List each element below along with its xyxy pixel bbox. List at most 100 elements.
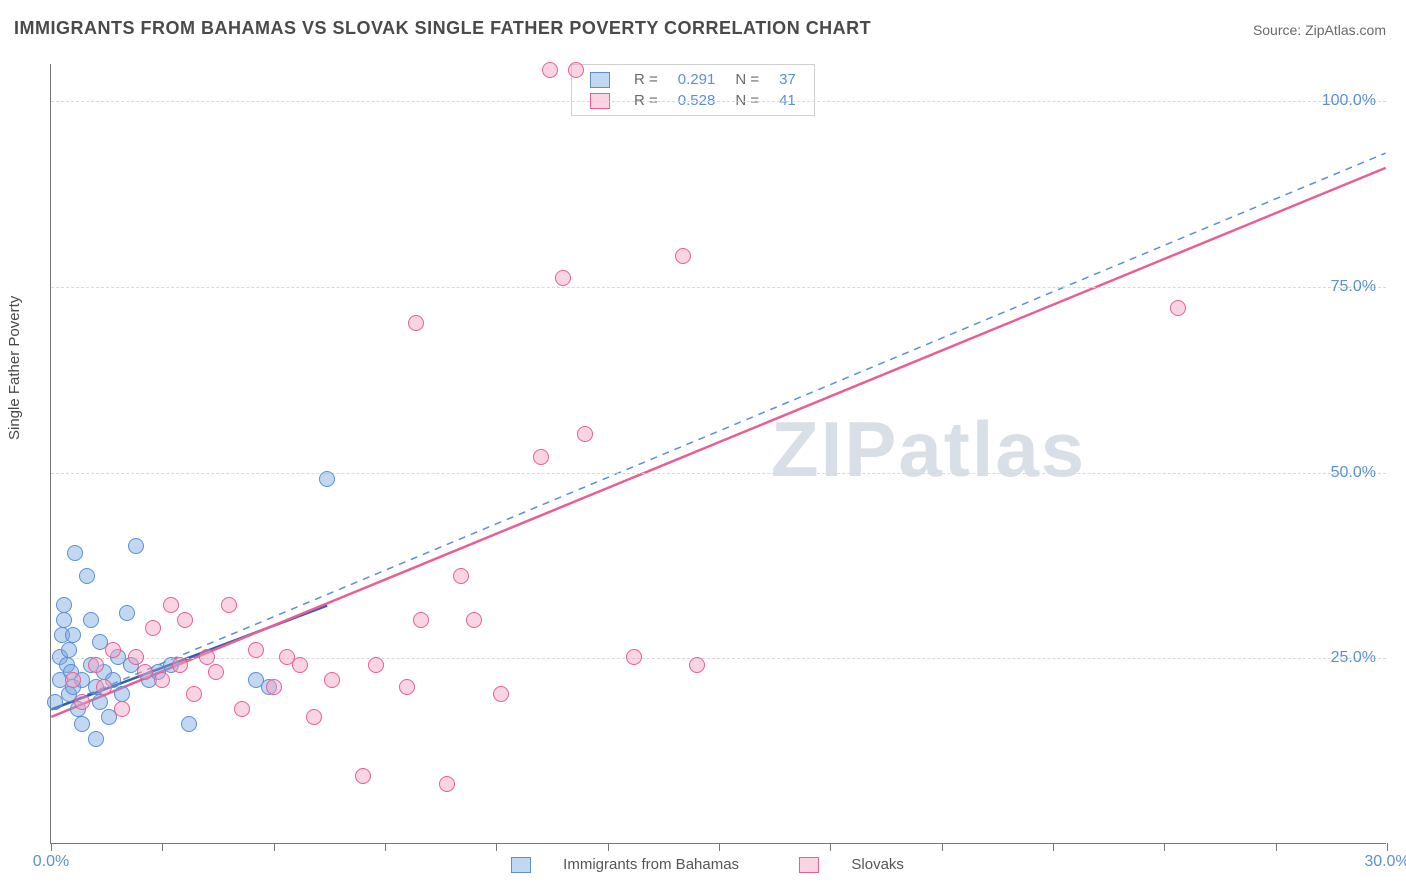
data-point-bahamas (65, 627, 81, 643)
x-tick (274, 843, 275, 851)
trend-line-slovaks (51, 168, 1385, 717)
data-point-slovaks (577, 426, 593, 442)
data-point-bahamas (67, 545, 83, 561)
data-point-bahamas (114, 686, 130, 702)
source-prefix: Source: (1253, 22, 1305, 38)
x-tick (1276, 843, 1277, 851)
y-axis-label: Single Father Poverty (6, 296, 23, 440)
swatch-slovaks-icon (799, 857, 819, 873)
data-point-slovaks (128, 649, 144, 665)
gridline (51, 658, 1386, 659)
data-point-slovaks (324, 672, 340, 688)
data-point-slovaks (248, 642, 264, 658)
data-point-slovaks (96, 679, 112, 695)
data-point-slovaks (568, 62, 584, 78)
trend-lines-layer (51, 64, 1386, 843)
data-point-slovaks (177, 612, 193, 628)
data-point-bahamas (92, 694, 108, 710)
data-point-slovaks (234, 701, 250, 717)
data-point-slovaks (675, 248, 691, 264)
data-point-bahamas (319, 471, 335, 487)
data-point-slovaks (208, 664, 224, 680)
data-point-slovaks (453, 568, 469, 584)
gridline (51, 287, 1386, 288)
x-tick (496, 843, 497, 851)
data-point-slovaks (172, 657, 188, 673)
data-point-slovaks (221, 597, 237, 613)
data-point-slovaks (368, 657, 384, 673)
correlation-legend: R = 0.291 N = 37 R = 0.528 N = 41 (571, 64, 815, 116)
data-point-slovaks (355, 768, 371, 784)
y-tick-label: 100.0% (1322, 92, 1376, 110)
gridline (51, 101, 1386, 102)
legend-row-bahamas: R = 0.291 N = 37 (580, 69, 806, 90)
x-tick (385, 843, 386, 851)
n-label: N = (725, 69, 769, 90)
n-value-bahamas: 37 (769, 69, 806, 90)
data-point-bahamas (119, 605, 135, 621)
data-point-slovaks (65, 672, 81, 688)
data-point-slovaks (408, 315, 424, 331)
trend-dash-slovaks (51, 168, 1385, 717)
x-tick (1387, 843, 1388, 851)
data-point-slovaks (105, 642, 121, 658)
data-point-slovaks (145, 620, 161, 636)
data-point-bahamas (79, 568, 95, 584)
trend-dash-bahamas (51, 153, 1385, 709)
gridline (51, 473, 1386, 474)
r-value-bahamas: 0.291 (668, 69, 726, 90)
x-tick-label: 0.0% (33, 853, 69, 871)
y-tick-label: 25.0% (1331, 649, 1376, 667)
data-point-slovaks (555, 270, 571, 286)
x-tick (162, 843, 163, 851)
x-tick (608, 843, 609, 851)
data-point-slovaks (114, 701, 130, 717)
data-point-slovaks (199, 649, 215, 665)
data-point-slovaks (306, 709, 322, 725)
x-tick (830, 843, 831, 851)
legend-item-bahamas: Immigrants from Bahamas (511, 856, 767, 873)
data-point-bahamas (88, 731, 104, 747)
data-point-slovaks (439, 776, 455, 792)
x-tick (1164, 843, 1165, 851)
scatter-plot-area: ZIPatlas R = 0.291 N = 37 R = 0.528 N = … (50, 64, 1386, 844)
x-tick (942, 843, 943, 851)
source-link[interactable]: ZipAtlas.com (1305, 22, 1386, 38)
y-tick-label: 50.0% (1331, 464, 1376, 482)
data-point-bahamas (83, 612, 99, 628)
series-name-slovaks: Slovaks (851, 856, 904, 873)
data-point-slovaks (399, 679, 415, 695)
x-tick (1053, 843, 1054, 851)
x-tick-label: 30.0% (1364, 853, 1406, 871)
chart-title: IMMIGRANTS FROM BAHAMAS VS SLOVAK SINGLE… (14, 18, 871, 39)
data-point-bahamas (56, 612, 72, 628)
data-point-slovaks (266, 679, 282, 695)
watermark: ZIPatlas (771, 404, 1086, 495)
series-legend: Immigrants from Bahamas Slovaks (511, 856, 960, 873)
r-label: R = (624, 69, 668, 90)
y-tick-label: 75.0% (1331, 278, 1376, 296)
data-point-slovaks (74, 694, 90, 710)
data-point-slovaks (137, 664, 153, 680)
data-point-slovaks (186, 686, 202, 702)
data-point-slovaks (1170, 300, 1186, 316)
swatch-bahamas (590, 72, 610, 88)
x-tick (51, 843, 52, 851)
data-point-slovaks (689, 657, 705, 673)
data-point-slovaks (163, 597, 179, 613)
data-point-bahamas (74, 716, 90, 732)
data-point-slovaks (626, 649, 642, 665)
data-point-slovaks (533, 449, 549, 465)
data-point-slovaks (466, 612, 482, 628)
x-tick (719, 843, 720, 851)
data-point-slovaks (493, 686, 509, 702)
data-point-slovaks (154, 672, 170, 688)
data-point-slovaks (413, 612, 429, 628)
source-label: Source: ZipAtlas.com (1253, 22, 1386, 38)
data-point-slovaks (88, 657, 104, 673)
data-point-bahamas (56, 597, 72, 613)
data-point-bahamas (128, 538, 144, 554)
data-point-slovaks (542, 62, 558, 78)
data-point-slovaks (292, 657, 308, 673)
series-name-bahamas: Immigrants from Bahamas (563, 856, 739, 873)
